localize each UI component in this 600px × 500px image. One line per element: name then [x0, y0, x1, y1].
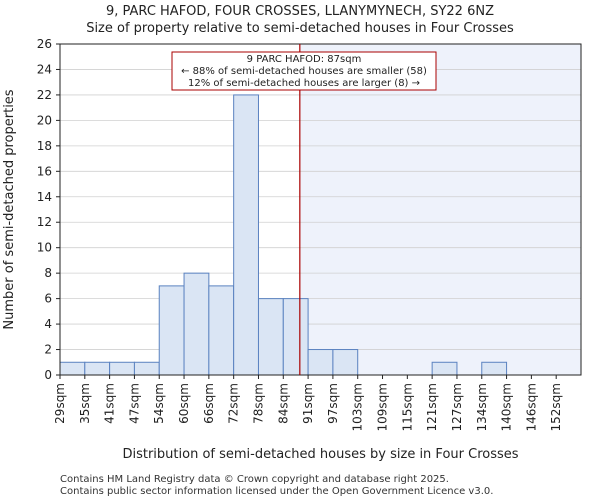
x-tick-label: 115sqm — [400, 383, 414, 431]
x-tick-label: 121sqm — [425, 383, 439, 431]
chart-subtitle: Size of property relative to semi-detach… — [86, 21, 514, 36]
y-tick-label: 4 — [44, 317, 52, 331]
annotation-line-1: 9 PARC HAFOD: 87sqm — [247, 54, 362, 65]
annotation-line-2: ← 88% of semi-detached houses are smalle… — [181, 66, 427, 77]
y-tick-label: 22 — [37, 88, 52, 102]
bar — [183, 272, 210, 376]
bar — [282, 298, 309, 376]
bar — [257, 298, 284, 376]
bar — [158, 285, 185, 376]
annotation-line-3: 12% of semi-detached houses are larger (… — [188, 78, 420, 89]
y-tick-label: 14 — [37, 190, 52, 204]
x-tick-label: 103sqm — [351, 383, 365, 431]
x-tick-label: 35sqm — [78, 383, 92, 424]
annotation-box — [171, 51, 437, 91]
x-tick-label: 127sqm — [450, 383, 464, 431]
y-axis-label: Number of semi-detached properties — [2, 89, 17, 329]
y-tick-label: 12 — [37, 215, 52, 229]
x-tick-label: 41sqm — [103, 383, 117, 424]
y-tick-label: 16 — [37, 164, 52, 178]
y-tick-label: 24 — [37, 62, 52, 76]
bar — [59, 361, 86, 376]
x-tick-label: 47sqm — [127, 383, 141, 424]
x-tick-label: 134sqm — [475, 383, 489, 431]
bar — [307, 349, 334, 376]
bar — [233, 94, 259, 376]
x-tick-label: 78sqm — [251, 383, 265, 424]
y-tick-label: 26 — [37, 37, 52, 51]
plot-frame — [59, 43, 582, 376]
bar — [332, 349, 359, 376]
y-tick-label: 6 — [44, 292, 52, 306]
x-tick-label: 66sqm — [202, 383, 216, 424]
x-tick-label: 54sqm — [152, 383, 166, 424]
bar — [431, 361, 458, 376]
x-tick-label: 109sqm — [376, 383, 390, 431]
x-tick-label: 91sqm — [301, 383, 315, 424]
y-tick-label: 0 — [44, 368, 52, 382]
footer-line-2: Contains public sector information licen… — [60, 486, 493, 497]
chart-title: 9, PARC HAFOD, FOUR CROSSES, LLANYMYNECH… — [106, 4, 494, 19]
bar — [133, 361, 160, 376]
y-tick-label: 20 — [37, 113, 52, 127]
bar — [481, 361, 508, 376]
x-tick-label: 84sqm — [276, 383, 290, 424]
larger-properties-region — [299, 44, 581, 375]
bar — [208, 285, 235, 376]
x-tick-label: 29sqm — [53, 383, 67, 424]
x-axis-label: Distribution of semi-detached houses by … — [122, 447, 518, 462]
x-tick-label: 152sqm — [549, 383, 563, 431]
bar — [109, 361, 135, 376]
x-tick-label: 97sqm — [326, 383, 340, 424]
x-tick-label: 140sqm — [500, 383, 514, 431]
marker-annotation: 9 PARC HAFOD: 87sqm ← 88% of semi-detach… — [171, 51, 437, 91]
y-tick-label: 10 — [37, 241, 52, 255]
footer-line-1: Contains HM Land Registry data © Crown c… — [60, 474, 449, 485]
y-tick-label: 8 — [44, 266, 52, 280]
bar — [84, 361, 111, 376]
x-tick-label: 60sqm — [177, 383, 191, 424]
y-tick-label: 18 — [37, 139, 52, 153]
y-tick-label: 2 — [44, 343, 52, 357]
x-axis-ticks: 29sqm 35sqm 41sqm 47sqm 54sqm 60sqm 66sqm 72sqm… — [53, 375, 563, 431]
x-tick-label: 72sqm — [227, 383, 241, 424]
x-tick-label: 146sqm — [524, 383, 538, 431]
